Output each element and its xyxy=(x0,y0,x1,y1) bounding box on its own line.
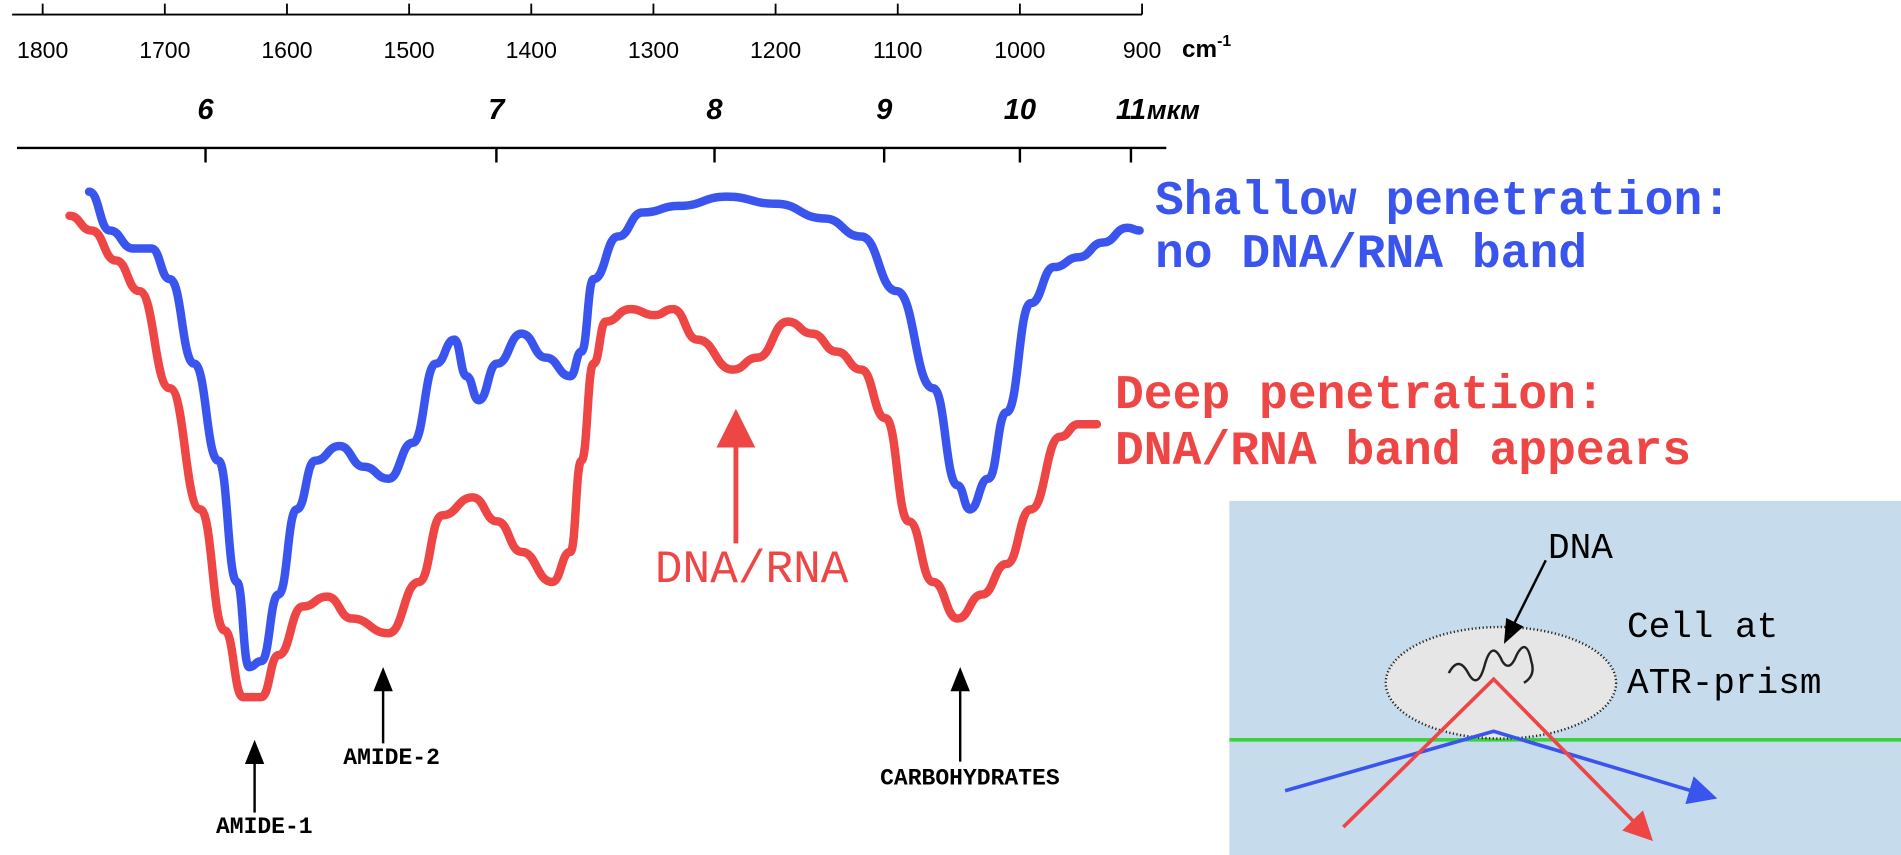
x-tick-label: 900 xyxy=(1123,37,1161,63)
x-tick-label: 1600 xyxy=(261,37,312,63)
x-tick-label: 1300 xyxy=(628,37,679,63)
annotation: AMIDE-2 xyxy=(343,745,440,771)
x-unit-sup: -1 xyxy=(1217,33,1231,50)
x2-unit: мкм xyxy=(1147,95,1200,125)
x2-tick-label: 8 xyxy=(706,94,723,126)
x2-tick-label: 7 xyxy=(488,94,506,126)
x-tick-label: 1500 xyxy=(384,37,435,63)
x-tick-label: 1800 xyxy=(17,37,68,63)
x2-tick-label: 11 xyxy=(1116,94,1146,126)
legend-entry: Deep penetration: DNA/RNA band appears xyxy=(1115,369,1692,479)
dna-squiggle xyxy=(1447,646,1534,684)
inset-cell-label: Cell at ATR-prism xyxy=(1627,607,1822,704)
blue-ray xyxy=(1284,729,1718,805)
x-tick-label: 1100 xyxy=(873,37,922,63)
series-line xyxy=(65,211,1102,702)
x-tick-label: 1000 xyxy=(994,37,1045,63)
annotation: CARBOHYDRATES xyxy=(880,766,1060,792)
x2-tick-label: 9 xyxy=(876,94,893,126)
annotation: AMIDE-1 xyxy=(216,814,313,840)
inset-diagram xyxy=(1229,500,1901,855)
dna-arrow xyxy=(1503,559,1547,644)
x-unit-base: cm xyxy=(1182,36,1217,63)
x-tick-label: 1400 xyxy=(506,37,557,63)
x2-tick-label: 10 xyxy=(1004,94,1036,126)
series-line xyxy=(84,187,1144,672)
legend-entry: Shallow penetration: no DNA/RNA band xyxy=(1155,175,1732,282)
x2-tick-label: 6 xyxy=(197,94,214,126)
x-unit: cm-1 xyxy=(1182,33,1231,63)
cell xyxy=(1384,625,1618,740)
x-tick-label: 1700 xyxy=(139,37,190,63)
red-ray xyxy=(1342,676,1653,842)
x-tick-label: 1200 xyxy=(750,37,801,63)
annotation: DNA/RNA xyxy=(655,544,849,596)
inset-dna-label: DNA xyxy=(1548,528,1613,569)
